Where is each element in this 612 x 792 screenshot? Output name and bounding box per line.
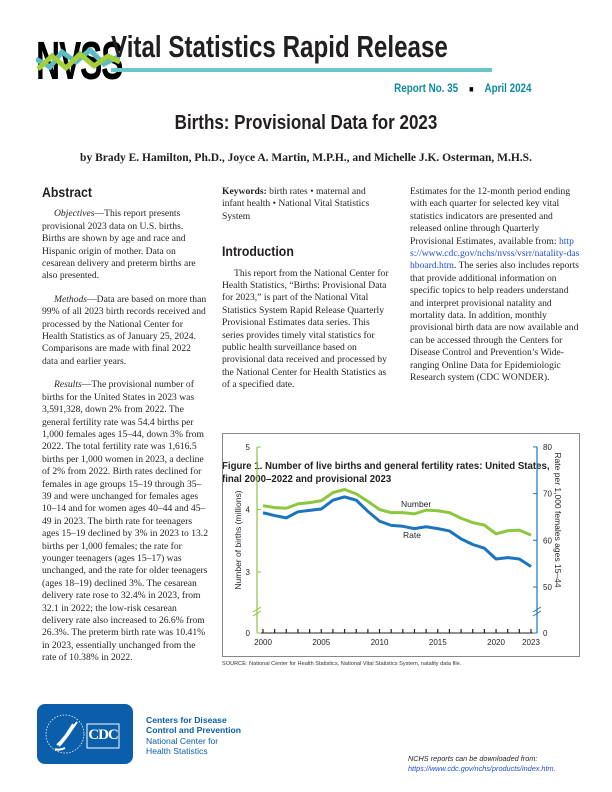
x-tick-label: 2020 bbox=[487, 638, 505, 647]
authors: by Brady E. Hamilton, Ph.D., Joyce A. Ma… bbox=[80, 152, 532, 164]
download-link[interactable]: https://www.cdc.gov/nchs/products/index.… bbox=[408, 764, 556, 773]
results-text: —The provisional number of births for th… bbox=[42, 379, 208, 664]
series-label-rate: Rate bbox=[403, 530, 421, 540]
series-line-rate bbox=[262, 495, 532, 568]
keywords: Keywords: birth rates • maternal and inf… bbox=[222, 186, 390, 223]
separator: ■ bbox=[469, 84, 475, 94]
objectives-label: Objectives bbox=[54, 208, 95, 220]
series-title: Vital Statistics Rapid Release bbox=[111, 29, 448, 64]
intro-column-2: Estimates for the 12-month period ending… bbox=[410, 186, 580, 396]
methods-label: Methods bbox=[54, 293, 88, 305]
y-right-tick-label: 60 bbox=[543, 536, 552, 545]
hhs-eagle-icon bbox=[45, 714, 120, 754]
y-right-tick-label: 50 bbox=[543, 583, 552, 592]
keywords-text: birth rates • maternal and infant health… bbox=[222, 186, 370, 222]
methods-text: —Data are based on more than 99% of all … bbox=[42, 293, 207, 367]
intro-column: Keywords: birth rates • maternal and inf… bbox=[222, 186, 390, 403]
series-line-number bbox=[262, 488, 532, 537]
org-line-3: National Center for bbox=[146, 735, 219, 746]
objectives: Objectives—This report presents provisio… bbox=[42, 208, 208, 282]
y-right-tick-label: 0 bbox=[543, 629, 548, 638]
report-title: Births: Provisional Data for 2023 bbox=[174, 112, 438, 134]
axis-break-right bbox=[532, 606, 542, 617]
abstract-column: Abstract Objectives—This report presents… bbox=[42, 184, 208, 676]
objectives-text: —This report presents provisional 2023 d… bbox=[42, 208, 196, 282]
y-axis-label: Number of births (millions) bbox=[233, 490, 243, 589]
x-tick-label: 2023 bbox=[522, 638, 540, 647]
x-tick-label: 2005 bbox=[312, 638, 330, 647]
results-label: Results bbox=[54, 379, 82, 391]
y-tick-label: 5 bbox=[246, 443, 251, 452]
report-number: Report No. 35 ■ April 2024 bbox=[395, 81, 532, 95]
figure-source: SOURCE: National Center for Health Stati… bbox=[222, 661, 462, 667]
introduction-heading: Introduction bbox=[222, 243, 294, 260]
axis-break-left bbox=[252, 606, 262, 617]
chart-frame bbox=[222, 433, 580, 657]
figure-title: Figure 1. Number of live births and gene… bbox=[222, 461, 550, 485]
p2-text-2: . The series also includes reports that … bbox=[410, 260, 580, 384]
y-tick-label: 4 bbox=[246, 506, 251, 515]
x-tick-label: 2000 bbox=[254, 638, 272, 647]
abstract-heading: Abstract bbox=[42, 184, 92, 200]
org-line-4: Health Statistics bbox=[146, 745, 208, 756]
org-line-1: Centers for Disease bbox=[146, 715, 227, 725]
x-tick-label: 2010 bbox=[371, 638, 389, 647]
x-tick-label: 2015 bbox=[429, 638, 447, 647]
report-date: April 2024 bbox=[484, 81, 532, 95]
y-axis-right-label: Rate per 1,000 females ages 15–44 bbox=[553, 452, 563, 587]
report-no: Report No. 35 bbox=[394, 81, 459, 95]
y-tick-label: 3 bbox=[246, 568, 251, 577]
y-right-tick-label: 80 bbox=[543, 443, 552, 452]
cdc-logo-text: CDC bbox=[88, 727, 119, 743]
nvss-logo: NVSS bbox=[36, 31, 123, 91]
dashboard-link[interactable]: https://www.cdc.gov/nchs/nvss/vsrr/natal… bbox=[410, 235, 580, 272]
download-note: NCHS reports can be downloaded from: htt… bbox=[408, 754, 556, 774]
intro-paragraph-2: Estimates for the 12-month period ending… bbox=[410, 186, 580, 385]
cdc-logo: CDC bbox=[37, 704, 133, 764]
keywords-label: Keywords: bbox=[222, 186, 267, 197]
y-right-tick-label: 70 bbox=[543, 490, 552, 499]
methods: Methods—Data are based on more than 99% … bbox=[42, 294, 208, 368]
org-name: Centers for Disease Control and Preventi… bbox=[146, 715, 241, 756]
header-rule bbox=[111, 68, 492, 72]
org-line-2: Control and Prevention bbox=[146, 725, 242, 736]
intro-paragraph: This report from the National Center for… bbox=[222, 267, 389, 391]
series-label-number: Number bbox=[401, 499, 431, 509]
results: Results—The provisional number of births… bbox=[42, 379, 208, 664]
download-text: NCHS reports can be downloaded from: bbox=[408, 754, 538, 763]
y-tick-label: 0 bbox=[246, 629, 251, 638]
p2-text: Estimates for the 12-month period ending… bbox=[410, 186, 571, 247]
